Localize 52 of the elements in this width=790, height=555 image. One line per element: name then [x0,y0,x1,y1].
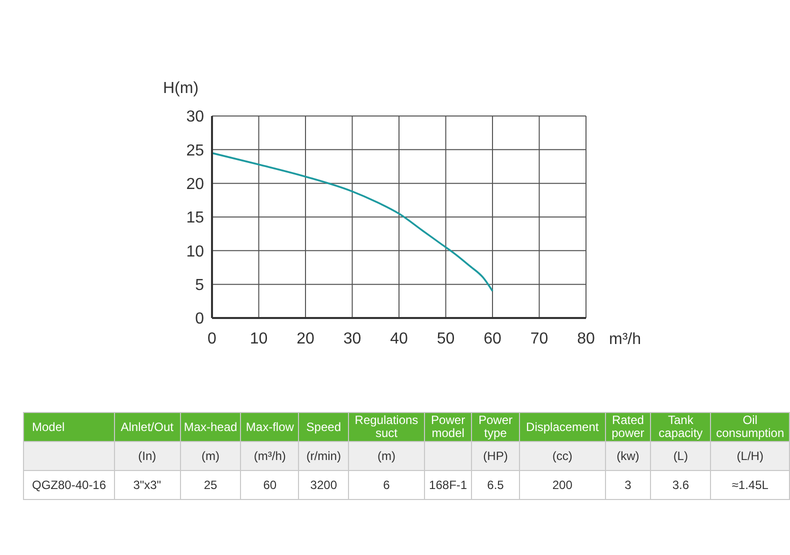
text: 60 [240,470,299,500]
text: (r/min) [298,442,348,470]
text: (HP) [472,442,520,470]
x-axis-title: m³/h [609,331,641,349]
line-series [212,152,494,292]
text: (m) [180,442,241,470]
text: Max-head [180,412,241,442]
x-tick-label: 70 [530,330,548,348]
text: ≈1.45L [710,470,790,500]
y-tick-label: 5 [195,277,204,294]
x-tick-label: 40 [390,330,408,348]
text: (In) [114,442,180,470]
text: QGZ80-40-16 [24,470,114,500]
text: (kw) [605,442,651,470]
text: 3.6 [650,470,711,500]
text: Model [24,412,114,442]
text: 6 [348,470,425,500]
text: Power type [472,412,520,442]
text: 3 [605,470,651,500]
text: Regulations suct [348,412,425,442]
y-tick-label: 10 [186,243,204,260]
y-tick-label: 15 [186,210,204,227]
x-tick-label: 80 [577,330,595,348]
y-tick-label: 25 [186,142,204,160]
text: Oil consumption [710,412,790,442]
text: Power model [424,412,472,442]
x-tick-label: 30 [343,330,362,348]
x-tick-label: 10 [250,330,268,348]
text: (m³/h) [240,442,299,470]
x-tick-label: 50 [436,330,455,348]
text: (L) [650,442,711,470]
text: 200 [519,470,606,500]
text: Tank capacity [650,412,711,442]
text: (m) [348,442,425,470]
text: 3"x3" [114,470,180,500]
text: Displacement [519,412,606,442]
text: 6.5 [472,470,520,500]
x-tick-label: 20 [296,330,314,348]
y-tick-label: 20 [186,176,204,194]
text: Rated power [605,412,651,442]
text: 168F-1 [424,470,472,500]
y-axis-title: H(m) [163,80,199,98]
text: Alnlet/Out [114,412,180,442]
y-tick-label: 0 [195,310,204,328]
y-tick-label: 30 [186,108,204,126]
x-tick-label: 60 [484,330,502,348]
text: Speed [298,412,348,442]
text: Max-flow [240,412,299,442]
text: (L/H) [710,442,790,470]
x-tick-label: 0 [208,330,217,348]
text: 3200 [298,470,348,500]
text: (cc) [519,442,606,470]
